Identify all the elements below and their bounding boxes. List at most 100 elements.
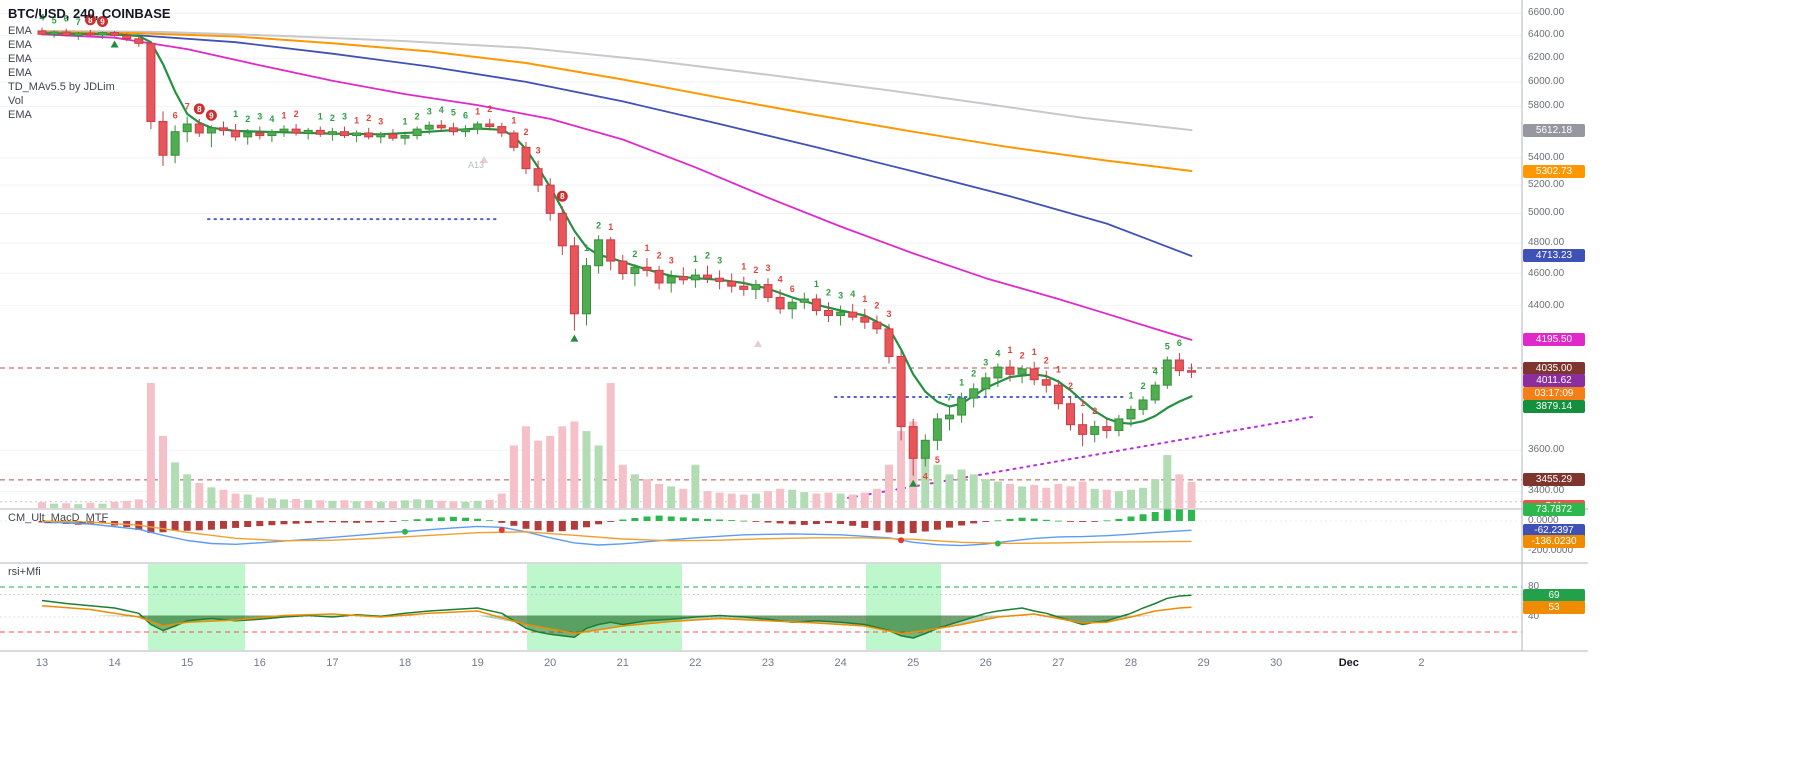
candle-body [860, 316, 870, 323]
candle-body [920, 439, 930, 459]
price-badge: 4713.23 [1523, 249, 1585, 263]
td-count-number: 7 [185, 101, 190, 111]
macd-histogram-bar [304, 521, 312, 524]
macd-histogram-bar [437, 517, 445, 521]
td-count-number: 2 [1068, 381, 1073, 391]
candle-body [388, 133, 398, 139]
volume-bar [1139, 487, 1148, 508]
macd-histogram-bar [280, 521, 288, 525]
volume-bar [50, 503, 59, 508]
macd-histogram-bar [679, 517, 687, 521]
price-label: 5200.00 [1528, 179, 1565, 191]
td-count-number: 1 [1080, 398, 1085, 408]
legend-item-ema[interactable]: EMA [8, 25, 32, 37]
macd-histogram-bar [38, 521, 46, 523]
candle-body [376, 133, 386, 138]
time-label: 29 [1197, 657, 1210, 669]
price-label: 5400.00 [1528, 151, 1565, 163]
td-count-number: 2 [523, 127, 528, 137]
volume-bar [1102, 489, 1111, 508]
volume-bar [38, 502, 46, 508]
macd-histogram-bar [159, 521, 167, 533]
macd-histogram-bar [546, 521, 554, 532]
rsi-indicator-label[interactable]: rsi+Mfi [8, 566, 41, 578]
volume-bar [885, 464, 893, 508]
ema-line-orange [41, 31, 1193, 172]
macd-indicator-label[interactable]: CM_Ult_MacD_MTF [8, 512, 109, 524]
td-count-number: 3 [717, 255, 722, 265]
candle-body [763, 284, 773, 298]
candle-body [267, 131, 277, 137]
macd-histogram-bar [1054, 520, 1062, 522]
macd-histogram-bar [812, 521, 820, 524]
time-label: 13 [35, 657, 49, 669]
volume-bar [328, 500, 337, 508]
volume-bar [171, 462, 180, 508]
legend-item-td-mav5-5-by-jdlim[interactable]: TD_MAv5.5 by JDLim [8, 81, 115, 93]
candle-body [811, 298, 821, 311]
macd-histogram-bar [631, 518, 639, 521]
volume-bar [292, 498, 301, 508]
td-count-number: 1 [402, 117, 407, 127]
candle-body [1029, 368, 1039, 381]
candle-body [1041, 379, 1051, 386]
macd-histogram-bar [1030, 518, 1038, 521]
candle-body [775, 296, 785, 310]
volume-bar [969, 474, 978, 508]
volume-bar [413, 499, 422, 508]
td-count-number: 2 [657, 251, 662, 261]
legend-item-vol[interactable]: Vol [8, 95, 24, 107]
volume-bar [1090, 488, 1099, 508]
macd-histogram-bar [389, 521, 397, 522]
macd-histogram-bar [655, 515, 663, 521]
time-label: 25 [907, 657, 920, 669]
macd-histogram-bar [522, 521, 530, 529]
macd-histogram-bar [220, 521, 227, 529]
td-count-number: 8 [88, 16, 93, 25]
macd-histogram-bar [897, 521, 905, 534]
legend-item-ema[interactable]: EMA [8, 109, 32, 121]
legend-item-ema[interactable]: EMA [8, 53, 32, 65]
td-count-number: 3 [765, 263, 770, 273]
macd-histogram-bar [449, 516, 457, 521]
price-badge: 4195.50 [1523, 333, 1585, 347]
td-count-number: 2 [294, 109, 299, 119]
price-badge: 4035.00 [1523, 361, 1585, 375]
macd-histogram-bar [268, 521, 276, 526]
td-count-number: 9 [209, 111, 214, 120]
td-count-number: 3 [257, 112, 262, 122]
symbol-title[interactable]: BTC/USD, 240, COINBASE [8, 6, 171, 21]
td-count-number: 2 [1044, 356, 1049, 366]
candle-body [497, 126, 507, 134]
candle-body [594, 239, 604, 267]
macd-histogram-bar [921, 521, 929, 532]
price-axis[interactable]: 6600.00 6400.00 6200.00 6000.00 5800.00 5400.… [1522, 0, 1588, 651]
td-count-number: 8 [560, 192, 565, 201]
macd-histogram-bar [728, 520, 736, 521]
legend: BTC/USD, 240, COINBASE EMA EMA EMA EMA TD_MA… [8, 6, 171, 122]
legend-item-ema[interactable]: EMA [8, 39, 32, 51]
candle-body [194, 123, 204, 134]
td-count-number: 2 [487, 104, 492, 114]
time-label: 19 [471, 657, 484, 669]
td-count-number: 1 [959, 378, 964, 388]
volume-layer [38, 383, 1196, 508]
macd-cross-dot [994, 540, 1001, 547]
legend-item-ema[interactable]: EMA [8, 67, 32, 79]
candle-body [424, 124, 434, 130]
td-count-number: 2 [330, 113, 335, 123]
macd-histogram-bar [341, 521, 348, 523]
candle-body [1150, 384, 1160, 401]
candle-body [85, 32, 95, 36]
td-count-number: 5 [451, 108, 456, 118]
time-label: 22 [689, 657, 702, 669]
td-count-number: 7 [947, 392, 952, 402]
macd-histogram-bar [1006, 518, 1014, 521]
macd-histogram-bar [534, 521, 542, 531]
price-badge: 3879.14 [1523, 399, 1585, 413]
price-label: 6000.00 [1528, 75, 1565, 87]
candle-body [400, 135, 410, 139]
time-label: 30 [1270, 657, 1283, 669]
time-axis[interactable]: 13 14 15 16 17 18 19 20 21 22 23 24 25 26 27 28 29 30 Dec 2 [0, 651, 1588, 677]
